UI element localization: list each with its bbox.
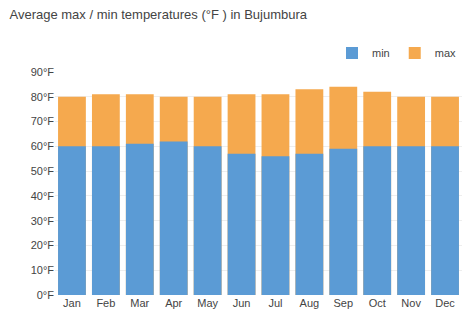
svg-text:10°F: 10°F	[31, 264, 55, 276]
svg-text:Oct: Oct	[369, 297, 386, 309]
svg-text:Feb: Feb	[96, 297, 115, 309]
svg-text:Aug: Aug	[300, 297, 320, 309]
svg-text:Average max / min temperatures: Average max / min temperatures (°F ) in …	[9, 7, 307, 22]
svg-text:90°F: 90°F	[31, 66, 55, 78]
svg-text:Dec: Dec	[435, 297, 455, 309]
svg-text:Jun: Jun	[233, 297, 251, 309]
svg-text:60°F: 60°F	[31, 140, 55, 152]
svg-text:0°F: 0°F	[37, 289, 55, 301]
svg-text:May: May	[197, 297, 218, 309]
svg-text:Mar: Mar	[130, 297, 149, 309]
svg-text:70°F: 70°F	[31, 115, 55, 127]
svg-text:40°F: 40°F	[31, 190, 55, 202]
svg-text:Sep: Sep	[334, 297, 354, 309]
svg-text:Apr: Apr	[165, 297, 182, 309]
svg-text:50°F: 50°F	[31, 165, 55, 177]
svg-text:20°F: 20°F	[31, 239, 55, 251]
svg-text:Jul: Jul	[268, 297, 282, 309]
svg-text:Jan: Jan	[63, 297, 81, 309]
svg-text:Nov: Nov	[401, 297, 421, 309]
svg-text:30°F: 30°F	[31, 215, 55, 227]
svg-text:min: min	[372, 47, 390, 59]
svg-text:max: max	[435, 47, 456, 59]
svg-text:80°F: 80°F	[31, 91, 55, 103]
